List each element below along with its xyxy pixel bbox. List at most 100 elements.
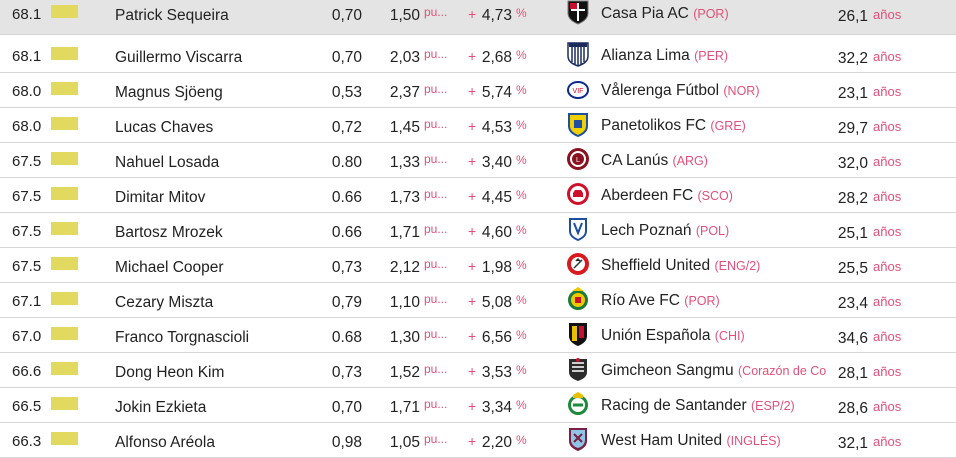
league-label: (CHI) — [714, 329, 745, 343]
club-name[interactable]: Río Ave FC (POR) — [601, 292, 720, 310]
league-label: (SCO) — [697, 189, 733, 203]
club-name[interactable]: Alianza Lima (PER) — [601, 47, 728, 65]
stat-value-1: 0,73 — [331, 259, 362, 276]
stat-value-2: 1,05 — [389, 434, 420, 451]
svg-text:VIF: VIF — [573, 88, 584, 95]
percent-value: 4,73 — [481, 7, 512, 24]
player-name[interactable]: Lucas Chaves — [115, 119, 214, 136]
player-rating: 66.5 — [12, 398, 42, 415]
club-name[interactable]: Vålerenga Fútbol (NOR) — [601, 82, 759, 100]
stat-value-1: 0,79 — [331, 294, 362, 311]
table-row[interactable]: 67.5 Nahuel Losada 0.80 1,33 pu... +3,40% L CA … — [0, 143, 956, 178]
table-row[interactable]: 67.0 Franco Torgnascioli 0.68 1,30 pu... +6,5… — [0, 318, 956, 353]
club-name[interactable]: Casa Pia AC (POR) — [601, 5, 729, 23]
club-label[interactable]: Río Ave FC — [601, 292, 680, 309]
table-row[interactable]: 68.0 Magnus Sjöeng 0,53 2,37 pu... +5,74% VIF V… — [0, 73, 956, 108]
league-label: (PER) — [694, 49, 729, 63]
club-label[interactable]: Gimcheon Sangmu — [601, 362, 734, 379]
stat-value-2: 1,73 — [389, 189, 420, 206]
player-name[interactable]: Franco Torgnascioli — [115, 329, 250, 346]
percent-sign: % — [516, 48, 527, 62]
player-age: 26,1 — [837, 8, 868, 25]
rating-bar — [51, 117, 78, 130]
age-unit: años — [873, 294, 902, 309]
player-name[interactable]: Magnus Sjöeng — [115, 84, 223, 101]
club-label[interactable]: Sheffield United — [601, 257, 711, 274]
gimcheon-sangmu-crest-icon — [564, 355, 592, 383]
age-unit: años — [873, 364, 902, 379]
player-age: 32,0 — [837, 155, 868, 172]
club-label[interactable]: Casa Pia AC — [601, 5, 689, 22]
percent-sign: % — [516, 153, 527, 167]
table-row[interactable]: 67.5 Dimitar Mitov 0.66 1,73 pu... +4,45% Aber… — [0, 178, 956, 213]
club-name[interactable]: Panetolikos FC (GRE) — [601, 117, 746, 135]
player-name[interactable]: Dimitar Mitov — [115, 189, 206, 206]
club-label[interactable]: West Ham United — [601, 432, 723, 449]
percent-sign: % — [516, 188, 527, 202]
player-name[interactable]: Cezary Miszta — [115, 294, 214, 311]
percent-value: 2,68 — [481, 49, 512, 66]
svg-text:L: L — [576, 157, 580, 164]
percent-sign: % — [516, 398, 527, 412]
rating-bar — [51, 187, 78, 200]
points-unit: pu... — [424, 327, 448, 341]
club-label[interactable]: Panetolikos FC — [601, 117, 707, 134]
stat-value-1: 0.68 — [331, 329, 362, 346]
club-name[interactable]: Unión Española (CHI) — [601, 327, 745, 345]
club-label[interactable]: Alianza Lima — [601, 47, 690, 64]
west-ham-crest-icon — [564, 425, 592, 453]
rating-bar — [51, 292, 78, 305]
stat-value-2: 1,50 — [389, 7, 420, 24]
table-row[interactable]: 67.1 Cezary Miszta 0,79 1,10 pu... +5,08% Río … — [0, 283, 956, 318]
table-row[interactable]: 67.5 Bartosz Mrozek 0.66 1,71 pu... +4,60% Lec… — [0, 213, 956, 248]
player-age: 32,1 — [837, 435, 868, 452]
player-name[interactable]: Guillermo Viscarra — [115, 49, 243, 66]
stat-value-2: 1,71 — [389, 224, 420, 241]
table-row[interactable]: 68.0 Lucas Chaves 0,72 1,45 pu... +4,53% Panet… — [0, 108, 956, 143]
table-row[interactable]: 67.5 Michael Cooper 0,73 2,12 pu... +1,98% She… — [0, 248, 956, 283]
player-rating: 68.0 — [12, 83, 42, 100]
rating-bar — [51, 5, 78, 18]
player-name[interactable]: Dong Heon Kim — [115, 364, 225, 381]
table-row[interactable]: 66.5 Jokin Ezkieta 0,70 1,71 pu... +3,34% Raci… — [0, 388, 956, 423]
club-label[interactable]: Unión Española — [601, 327, 711, 344]
club-name[interactable]: Sheffield United (ENG/2) — [601, 257, 760, 275]
plus-sign: + — [468, 153, 477, 169]
percent-value: 5,74 — [481, 84, 512, 101]
table-row[interactable]: 68.1 Patrick Sequeira 0,70 1,50 pu... +4,73% C… — [0, 0, 956, 35]
points-unit: pu... — [424, 47, 448, 61]
age-unit: años — [873, 259, 902, 274]
rating-bar — [51, 362, 78, 375]
club-name[interactable]: Gimcheon Sangmu (Corazón de Co — [601, 362, 826, 380]
table-row[interactable]: 68.1 Guillermo Viscarra 0,70 2,03 pu... +2,68… — [0, 38, 956, 73]
plus-sign: + — [468, 83, 477, 99]
player-name[interactable]: Jokin Ezkieta — [115, 399, 207, 416]
club-label[interactable]: Vålerenga Fútbol — [601, 82, 720, 99]
player-name[interactable]: Michael Cooper — [115, 259, 224, 276]
percent-sign: % — [516, 258, 527, 272]
club-label[interactable]: CA Lanús — [601, 152, 669, 169]
player-rating: 68.1 — [12, 6, 42, 23]
player-name[interactable]: Alfonso Aréola — [115, 434, 215, 451]
percent-sign: % — [516, 83, 527, 97]
plus-sign: + — [468, 223, 477, 239]
stat-value-2: 1,10 — [389, 294, 420, 311]
club-name[interactable]: West Ham United (INGLÉS) — [601, 432, 781, 450]
club-label[interactable]: Aberdeen FC — [601, 187, 694, 204]
club-name[interactable]: CA Lanús (ARG) — [601, 152, 708, 170]
club-label[interactable]: Racing de Santander — [601, 397, 747, 414]
plus-sign: + — [468, 118, 477, 134]
player-name[interactable]: Patrick Sequeira — [115, 7, 229, 24]
player-name[interactable]: Bartosz Mrozek — [115, 224, 223, 241]
player-rating: 67.0 — [12, 328, 42, 345]
player-name[interactable]: Nahuel Losada — [115, 154, 220, 171]
club-name[interactable]: Aberdeen FC (SCO) — [601, 187, 733, 205]
table-row[interactable]: 66.6 Dong Heon Kim 0,73 1,52 pu... +3,53% Gimc… — [0, 353, 956, 388]
plus-sign: + — [468, 363, 477, 379]
club-name[interactable]: Lech Poznań (POL) — [601, 222, 729, 240]
club-label[interactable]: Lech Poznań — [601, 222, 692, 239]
table-row[interactable]: 66.3 Alfonso Aréola 0,98 1,05 pu... +2,20% Wes… — [0, 423, 956, 458]
valerenga-crest-icon: VIF — [564, 75, 592, 103]
club-name[interactable]: Racing de Santander (ESP/2) — [601, 397, 795, 415]
rating-bar — [51, 152, 78, 165]
